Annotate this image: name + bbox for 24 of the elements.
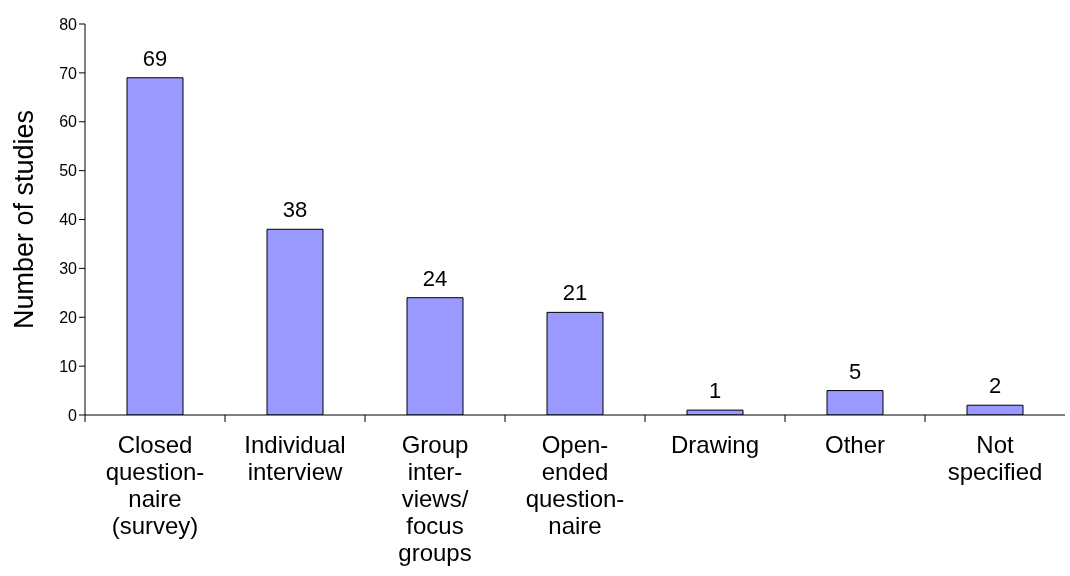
x-tick-label: Group inter- views/ focus groups xyxy=(398,431,472,566)
data-label: 24 xyxy=(422,265,448,291)
y-tick-label: 0 xyxy=(68,406,78,424)
y-tick-label: 70 xyxy=(59,64,78,82)
y-tick-label: 30 xyxy=(59,260,78,278)
y-tick-label: 50 xyxy=(59,162,78,180)
x-tick-label: Not specified xyxy=(947,431,1043,485)
x-tick-label: Drawing xyxy=(670,431,760,458)
y-tick-label: 60 xyxy=(59,113,78,131)
y-tick-label: 40 xyxy=(59,211,78,229)
data-label: 2 xyxy=(988,373,1002,399)
x-tick-label: Other xyxy=(824,431,886,458)
data-label: 5 xyxy=(848,358,862,384)
y-axis-title: Number of studies xyxy=(9,109,39,330)
y-tick-label: 80 xyxy=(59,15,78,33)
data-label: 1 xyxy=(708,378,722,404)
data-label: 38 xyxy=(282,197,308,223)
y-tick-label: 10 xyxy=(59,357,78,375)
x-tick-label: Closed question- naire (survey) xyxy=(105,431,205,539)
data-label: 21 xyxy=(562,280,588,306)
x-tick-label: Individual interview xyxy=(244,431,346,485)
x-tick-label: Open- ended question- naire xyxy=(525,431,625,539)
data-label: 69 xyxy=(142,45,168,71)
y-tick-label: 20 xyxy=(59,308,78,326)
